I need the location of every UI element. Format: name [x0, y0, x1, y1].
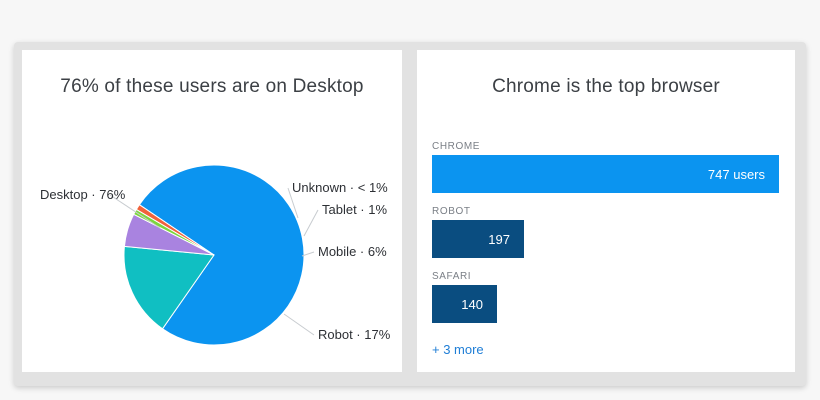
pie-label-unknown: Unknown · < 1%: [292, 180, 388, 195]
pie-slice-desktop[interactable]: [138, 164, 305, 346]
bar-value-label: 197: [488, 231, 510, 247]
pie-leader-line: [287, 187, 299, 219]
pie-label-mobile: Mobile · 6%: [318, 244, 387, 259]
pie-label-desktop: Desktop · 76%: [40, 187, 126, 202]
pie-label-tablet: Tablet · 1%: [322, 202, 387, 217]
bar-safari[interactable]: 140: [432, 285, 497, 323]
pie-leader-line: [301, 251, 315, 257]
bar-robot[interactable]: 197: [432, 220, 524, 258]
bar-chrome[interactable]: 747 users: [432, 155, 779, 193]
bar-category-label: CHROME: [432, 141, 481, 152]
device-card-title: 76% of these users are on Desktop: [60, 76, 364, 97]
browser-card-title: Chrome is the top browser: [492, 76, 720, 97]
pie-leader-line: [303, 209, 319, 237]
show-more-link[interactable]: + 3 more: [432, 342, 484, 357]
pie-slice-robot[interactable]: [123, 245, 215, 330]
pie-label-robot: Robot · 17%: [318, 327, 391, 342]
pie-leader-line: [283, 313, 315, 336]
device-pie-chart: Desktop · 76% Robot · 17% Mobile · 6% Table…: [40, 164, 391, 346]
browser-card: Chrome is the top browser CHROME 747 use…: [417, 50, 795, 372]
device-share-card: 76% of these users are on Desktop Deskto…: [22, 50, 402, 372]
bar-value-label: 140: [461, 296, 483, 312]
pie-slice-unknown[interactable]: [135, 203, 215, 256]
bar-category-label: SAFARI: [432, 271, 472, 282]
bar-value-label: 747 users: [707, 166, 765, 182]
pie-leader-line: [109, 194, 161, 229]
bar-category-label: ROBOT: [432, 206, 471, 217]
